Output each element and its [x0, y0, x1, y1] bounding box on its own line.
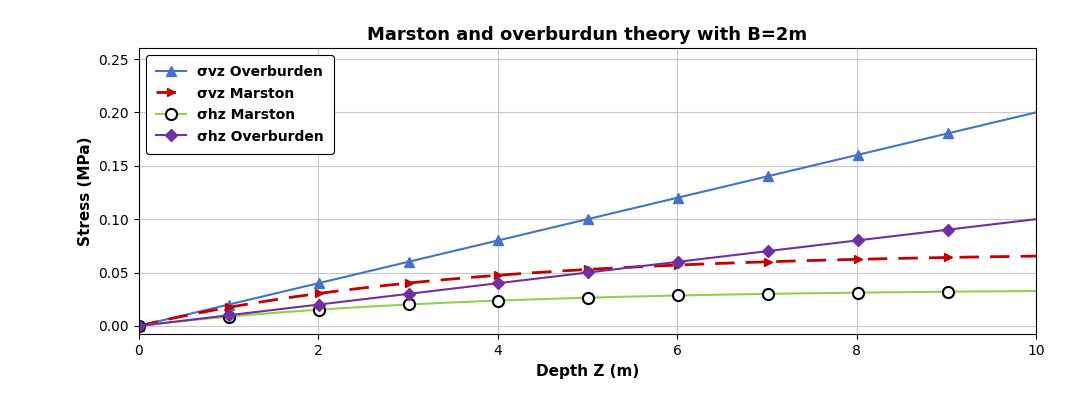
σhz Overburden	[1030, 217, 1042, 222]
σvz Marston	[618, 265, 631, 270]
σvz Marston	[132, 324, 145, 328]
σvz Overburden	[564, 221, 577, 226]
σvz Overburden	[618, 208, 631, 213]
σhz Marston	[1008, 289, 1021, 294]
Line: σhz Overburden: σhz Overburden	[135, 215, 1040, 330]
σhz Overburden	[564, 272, 577, 277]
σvz Marston	[564, 268, 577, 273]
σvz Marston	[666, 263, 679, 268]
σhz Overburden	[666, 260, 679, 265]
Title: Marston and overburdun theory with B=2m: Marston and overburdun theory with B=2m	[367, 26, 807, 44]
Line: σhz Marston: σhz Marston	[134, 285, 1041, 332]
σvz Marston	[559, 268, 571, 273]
Y-axis label: Stress (MPa): Stress (MPa)	[78, 137, 93, 246]
σhz Overburden	[867, 236, 880, 241]
σhz Marston	[564, 296, 577, 301]
σvz Overburden	[666, 196, 679, 201]
σvz Overburden	[559, 222, 571, 227]
σhz Marston	[132, 324, 145, 328]
σhz Overburden	[1008, 219, 1021, 224]
Line: σvz Marston: σvz Marston	[135, 252, 1040, 330]
σhz Marston	[1030, 289, 1042, 293]
σhz Overburden	[132, 324, 145, 328]
σvz Overburden	[1030, 110, 1042, 115]
Legend: σvz Overburden, σvz Marston, σhz Marston, σhz Overburden: σvz Overburden, σvz Marston, σhz Marston…	[146, 55, 333, 154]
σvz Marston	[1008, 254, 1021, 259]
σhz Marston	[559, 296, 571, 301]
σhz Marston	[666, 293, 679, 298]
σhz Overburden	[559, 273, 571, 278]
σvz Overburden	[867, 149, 880, 154]
Line: σvz Overburden: σvz Overburden	[134, 108, 1041, 331]
σhz Marston	[618, 294, 631, 299]
σhz Marston	[867, 290, 880, 295]
X-axis label: Depth Z (m): Depth Z (m)	[536, 364, 639, 379]
σhz Overburden	[618, 266, 631, 270]
σvz Marston	[1030, 253, 1042, 258]
σvz Marston	[867, 256, 880, 261]
σvz Overburden	[132, 324, 145, 328]
σvz Overburden	[1008, 115, 1021, 120]
